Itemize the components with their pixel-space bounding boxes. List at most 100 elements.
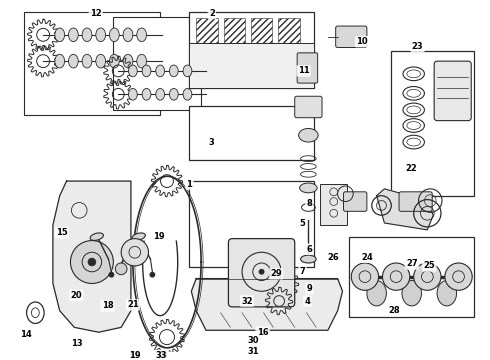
Ellipse shape [69, 28, 78, 42]
FancyBboxPatch shape [399, 192, 432, 211]
Text: 24: 24 [361, 253, 373, 262]
Ellipse shape [437, 280, 457, 306]
Ellipse shape [55, 54, 65, 68]
Polygon shape [377, 189, 433, 230]
Bar [190, 106, 314, 159]
Circle shape [149, 272, 155, 278]
Text: 18: 18 [102, 301, 113, 310]
Ellipse shape [170, 65, 178, 77]
Ellipse shape [142, 65, 151, 77]
Ellipse shape [96, 54, 105, 68]
Ellipse shape [55, 28, 65, 42]
Text: 29: 29 [270, 269, 282, 278]
FancyBboxPatch shape [434, 61, 471, 121]
Text: 22: 22 [406, 164, 417, 173]
Text: 33: 33 [155, 351, 167, 360]
Text: 5: 5 [299, 219, 305, 228]
Text: 25: 25 [423, 261, 435, 270]
Text: 15: 15 [56, 228, 68, 237]
Text: 30: 30 [247, 336, 259, 345]
Text: 1: 1 [187, 180, 193, 189]
Text: 19: 19 [153, 232, 165, 241]
Bar [223, 18, 245, 42]
Text: 16: 16 [257, 328, 269, 337]
Polygon shape [192, 279, 343, 330]
Bar [190, 181, 314, 267]
Ellipse shape [142, 89, 151, 100]
Ellipse shape [300, 255, 316, 263]
Text: 20: 20 [71, 291, 82, 300]
Text: 17: 17 [128, 351, 140, 360]
Ellipse shape [69, 54, 78, 68]
Ellipse shape [137, 54, 147, 68]
Text: 10: 10 [356, 37, 368, 46]
Circle shape [115, 263, 127, 275]
Text: 27: 27 [406, 260, 417, 269]
Circle shape [351, 263, 379, 290]
Ellipse shape [156, 65, 165, 77]
Ellipse shape [156, 89, 165, 100]
Ellipse shape [96, 28, 105, 42]
Ellipse shape [299, 183, 317, 193]
Text: 2: 2 [209, 9, 215, 18]
Ellipse shape [123, 28, 133, 42]
Ellipse shape [82, 28, 92, 42]
Circle shape [108, 272, 114, 278]
Ellipse shape [128, 65, 137, 77]
Text: 11: 11 [297, 66, 309, 75]
Text: 31: 31 [248, 347, 260, 356]
Text: 19: 19 [129, 351, 141, 360]
Circle shape [383, 263, 410, 290]
Ellipse shape [183, 65, 192, 77]
Text: 19: 19 [156, 351, 168, 360]
Text: 13: 13 [72, 339, 83, 348]
Ellipse shape [123, 54, 133, 68]
Text: 12: 12 [90, 9, 102, 18]
Text: 3: 3 [209, 138, 215, 147]
Text: 21: 21 [127, 301, 139, 310]
Ellipse shape [298, 129, 318, 142]
Text: 4: 4 [304, 297, 310, 306]
Circle shape [445, 263, 472, 290]
FancyBboxPatch shape [343, 192, 367, 211]
Ellipse shape [90, 233, 103, 240]
Text: 6: 6 [306, 245, 312, 254]
Text: 23: 23 [412, 42, 423, 51]
Text: 14: 14 [20, 330, 31, 339]
Bar [278, 18, 299, 42]
Bar [24, 12, 160, 115]
Text: 28: 28 [389, 306, 400, 315]
Ellipse shape [137, 28, 147, 42]
Bar [190, 42, 314, 89]
Ellipse shape [128, 89, 137, 100]
Bar [190, 12, 314, 89]
Bar [196, 18, 218, 42]
FancyBboxPatch shape [336, 26, 367, 48]
FancyBboxPatch shape [228, 239, 294, 307]
Ellipse shape [132, 233, 146, 240]
Circle shape [88, 258, 96, 266]
Bar [251, 18, 272, 42]
Text: 32: 32 [241, 297, 253, 306]
Bar [349, 237, 474, 317]
Text: 9: 9 [306, 284, 312, 293]
Circle shape [259, 269, 265, 275]
Ellipse shape [170, 89, 178, 100]
Ellipse shape [109, 54, 119, 68]
Ellipse shape [402, 280, 421, 306]
Polygon shape [53, 181, 131, 332]
Ellipse shape [183, 89, 192, 100]
Bar [391, 51, 474, 196]
Text: 8: 8 [306, 199, 312, 208]
Circle shape [414, 263, 441, 290]
Ellipse shape [109, 28, 119, 42]
Ellipse shape [367, 280, 387, 306]
Text: 7: 7 [300, 267, 305, 276]
FancyBboxPatch shape [297, 53, 318, 83]
Bar [113, 17, 201, 110]
Circle shape [71, 240, 113, 283]
Bar [320, 184, 347, 225]
Text: 26: 26 [328, 253, 340, 262]
Ellipse shape [82, 54, 92, 68]
Circle shape [121, 239, 148, 266]
